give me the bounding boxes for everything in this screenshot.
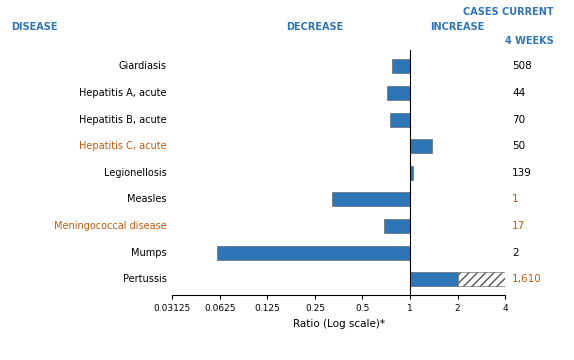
Text: 1,610: 1,610 (512, 274, 542, 284)
Text: 2: 2 (512, 248, 519, 258)
Text: 4 WEEKS: 4 WEEKS (505, 36, 554, 46)
Text: Hepatitis A, acute: Hepatitis A, acute (79, 88, 166, 98)
Bar (410, 272, 457, 286)
Text: DECREASE: DECREASE (286, 22, 343, 32)
X-axis label: Ratio (Log scale)*: Ratio (Log scale)* (293, 319, 385, 329)
Bar (410, 139, 432, 153)
Text: 50: 50 (512, 141, 525, 151)
Text: Meningococcal disease: Meningococcal disease (54, 221, 166, 231)
Text: 70: 70 (512, 114, 525, 125)
Text: 44: 44 (512, 88, 525, 98)
Text: Hepatitis B, acute: Hepatitis B, acute (79, 114, 166, 125)
Bar (217, 246, 410, 260)
Text: 1: 1 (512, 194, 519, 204)
Text: 139: 139 (512, 168, 532, 178)
Bar (410, 166, 413, 180)
Bar (457, 272, 505, 286)
Text: Hepatitis C, acute: Hepatitis C, acute (79, 141, 166, 151)
Bar (383, 219, 410, 233)
Bar (392, 59, 410, 73)
Text: Pertussis: Pertussis (123, 274, 166, 284)
Text: Measles: Measles (127, 194, 166, 204)
Bar (332, 193, 410, 206)
Text: Legionellosis: Legionellosis (104, 168, 166, 178)
Text: Mumps: Mumps (131, 248, 166, 258)
Text: 17: 17 (512, 221, 525, 231)
Text: INCREASE: INCREASE (430, 22, 484, 32)
Text: DISEASE: DISEASE (11, 22, 58, 32)
Text: CASES CURRENT: CASES CURRENT (463, 7, 554, 17)
Text: 508: 508 (512, 61, 532, 71)
Text: Giardiasis: Giardiasis (119, 61, 166, 71)
Bar (387, 86, 410, 100)
Bar (390, 113, 410, 126)
